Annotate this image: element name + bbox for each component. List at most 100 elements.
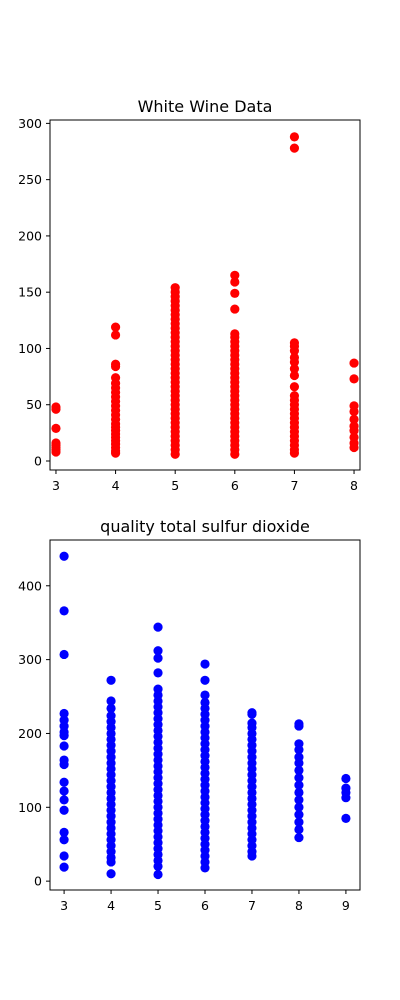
data-points [51,132,359,459]
data-point [230,304,240,314]
data-point [59,741,69,751]
data-point [341,773,351,784]
data-point [289,132,300,142]
data-point [230,288,240,298]
x-tick-label: 8 [350,478,358,493]
data-point [230,329,240,339]
data-point [51,438,61,448]
data-point [200,675,210,685]
data-point [59,715,69,725]
data-point [110,359,121,369]
data-point [294,739,304,749]
data-point [110,373,121,383]
data-point [294,773,304,783]
data-point [106,675,116,685]
data-point [294,787,304,798]
data-point [200,659,210,669]
y-tick-label: 50 [26,397,42,412]
x-tick-label: 9 [342,898,350,913]
data-point [349,414,359,424]
data-point [247,718,257,728]
y-tick-label: 200 [18,726,42,741]
data-point [294,795,304,805]
data-point [230,277,240,287]
data-point [153,684,163,694]
data-point [294,817,304,827]
data-point [59,805,69,815]
data-point [153,622,163,632]
y-tick-label: 300 [18,116,42,131]
data-point [200,697,210,708]
x-tick-label: 7 [290,478,298,493]
data-point [153,668,163,678]
y-tick-label: 250 [18,172,42,187]
x-tick-label: 5 [171,478,179,493]
data-point [247,708,257,718]
data-point [106,711,116,721]
data-point [59,851,69,861]
data-point [294,824,304,835]
data-point [59,827,69,838]
plot-frame [49,119,361,471]
x-tick-label: 7 [248,898,256,913]
data-point [51,402,61,412]
x-tick-label: 6 [231,478,239,493]
x-tick-label: 4 [107,898,115,913]
data-point [153,653,163,663]
data-point [59,649,69,660]
data-point [294,752,304,762]
y-tick-label: 0 [34,453,42,468]
y-tick-label: 0 [34,874,42,889]
white-wine-scatter-chart: White Wine Data 3 4 5 6 7 8 0 50 100 150 200 250 300 [18,97,361,493]
data-point [349,374,359,384]
data-point [170,283,180,293]
chart-title: quality total sulfur dioxide [100,517,310,536]
x-tick-label: 6 [201,898,209,913]
x-tick-label: 3 [52,478,60,493]
data-point [349,401,359,411]
data-point [289,382,300,392]
data-point [59,755,69,765]
data-point [110,330,121,340]
x-tick-label: 3 [60,898,68,913]
data-point [294,810,304,820]
data-point [289,352,300,363]
data-point [349,432,359,442]
data-point [106,703,116,713]
data-point [59,606,69,616]
data-point [153,646,163,656]
data-point [200,690,210,700]
data-point [294,719,304,729]
y-tick-label: 150 [18,285,42,300]
x-tick-label: 8 [295,898,303,913]
data-point [349,358,359,368]
data-point [59,786,69,796]
data-point [230,270,240,280]
data-point [294,765,304,775]
data-point [341,783,351,793]
data-point [59,708,69,719]
x-tick-label: 4 [112,478,120,493]
data-point [106,869,116,879]
total-sulfur-dioxide-scatter-chart: quality total sulfur dioxide 3 4 5 6 7 8 9 0 100 2… [18,517,361,913]
y-tick-label: 300 [18,652,42,667]
data-point [349,421,359,431]
data-point [59,777,69,787]
y-tick-label: 100 [18,341,42,356]
data-point [289,143,300,153]
data-point [59,862,69,872]
data-point [289,370,300,381]
data-point [110,322,121,332]
y-tick-label: 400 [18,578,42,593]
y-tick-label: 200 [18,228,42,243]
data-point [294,802,304,812]
data-point [289,364,300,374]
data-point [59,795,69,805]
data-points [59,551,351,880]
data-point [289,338,300,348]
chart-title: White Wine Data [138,97,273,116]
data-point [51,423,61,433]
x-tick-label: 5 [154,898,162,913]
data-point [289,391,300,401]
